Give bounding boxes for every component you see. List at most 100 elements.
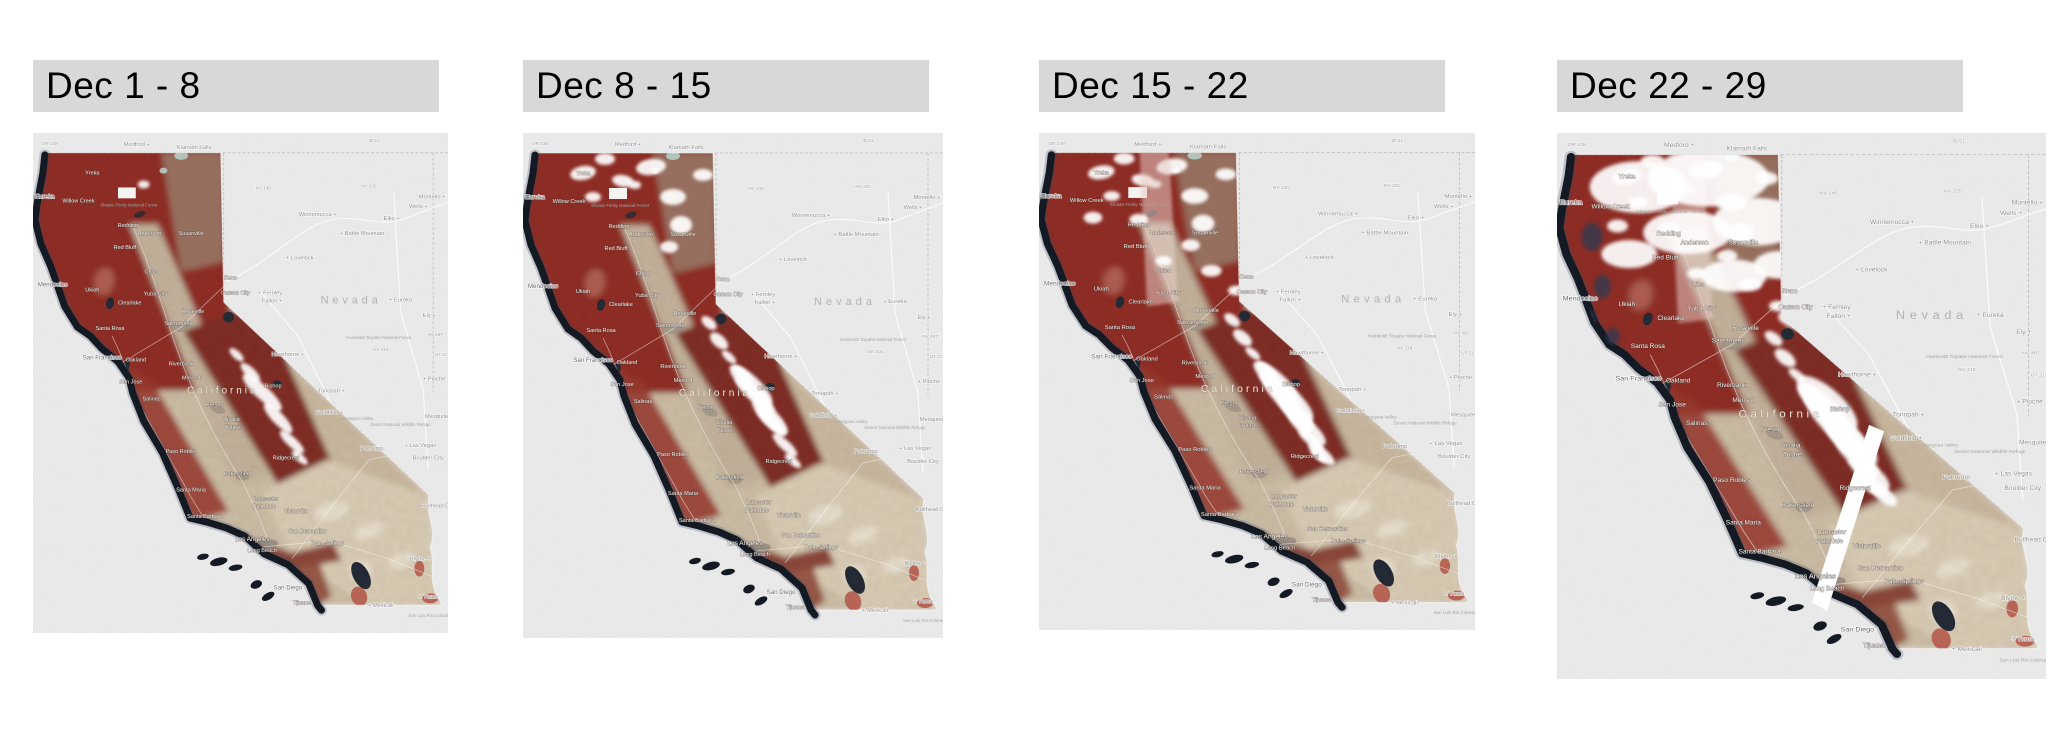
map-label: UT 21 <box>2031 372 2046 378</box>
map-label: Elko + <box>1407 216 1424 222</box>
map-label: Santa Maria <box>1189 485 1221 491</box>
satellite-map[interactable]: Medford + Klamath Falls OR 238 ID 51 NV 140 N… <box>1039 133 1475 630</box>
map-label: Visalia <box>716 420 733 426</box>
map-label: + Eureka <box>1977 312 2005 319</box>
map-label: San Bernardino <box>782 533 821 539</box>
map-label: Tulare <box>225 425 240 431</box>
map-label: Mendocino <box>38 281 69 288</box>
map-label: UT 21 <box>930 354 943 359</box>
map-label: Santa Barbara <box>187 514 223 520</box>
map-label: Red Bluff <box>1124 244 1148 250</box>
map-label: Boulder City <box>907 459 939 465</box>
map-label: NV 225 <box>855 184 871 189</box>
map-label: NV 318 <box>1958 367 1976 373</box>
map-label: Riverbank <box>1717 382 1747 389</box>
map-label: + Pioche <box>423 377 445 383</box>
map-label: Bullhead City <box>916 507 943 513</box>
map-label: Chico <box>1156 269 1171 275</box>
map-label: NV 487 <box>922 334 938 339</box>
map-label: Reno <box>1240 275 1254 281</box>
map-label: NV 318 <box>373 347 389 352</box>
map-label: Nevada <box>321 294 382 306</box>
map-label: Visalia <box>1239 415 1257 421</box>
map-label: Merced <box>674 378 693 384</box>
map-label: Willow Creek <box>1592 204 1631 211</box>
map-label: Palmdale <box>1270 502 1294 508</box>
panel-title: Dec 22 - 29 <box>1570 65 1767 106</box>
map-label: Tijuana <box>293 600 312 606</box>
map-label: Winnemucca + <box>1870 219 1915 226</box>
map-label: OR 238 <box>1048 141 1065 146</box>
map-label: + Mexicali <box>1952 646 1982 653</box>
map-label: Santa Maria <box>668 491 699 497</box>
map-label: ID 51 <box>1391 138 1403 143</box>
map-labels: Medford + Klamath Falls OR 238 ID 51 NV 140 N… <box>525 138 943 623</box>
map-label: Hawthorne + <box>1290 351 1325 357</box>
map-label: Humboldt Toiyabe National Forest <box>346 335 412 340</box>
map-label: Long Beach <box>248 548 277 554</box>
map-label: Oakland <box>1666 378 1691 385</box>
map-label: Nevada <box>814 296 876 308</box>
map-label: Hawthorne + <box>764 354 798 360</box>
map-label: Los Angeles <box>235 536 269 543</box>
map-label: Lancaster <box>747 500 772 506</box>
map-label: Palmdale <box>745 508 768 514</box>
panel-title: Dec 1 - 8 <box>46 65 201 106</box>
map-label: + Fernley <box>258 290 282 296</box>
map-label: Fresno <box>698 405 715 411</box>
map-label: + Lovelock <box>779 257 807 263</box>
map-label: Visalia <box>224 417 241 423</box>
map-label: Winnemucca + <box>1318 212 1359 218</box>
map-label: Clearlake <box>609 302 633 308</box>
map-label: Bakersfield <box>1782 502 1815 509</box>
map-label: San Francisco <box>83 355 123 362</box>
map-label: Eureka <box>525 194 545 201</box>
map-label: Montello + <box>2012 200 2043 207</box>
snow-cover <box>137 180 308 465</box>
map-label: Reno <box>224 276 237 282</box>
map-label: Clearlake <box>118 300 141 306</box>
map-label: Mesquite + <box>920 417 943 423</box>
satellite-map[interactable]: Medford + Klamath Falls OR 238 ID 51 NV 140 N… <box>523 133 943 638</box>
map-label: Fallon + <box>755 300 776 306</box>
map-label: Bishop <box>265 383 282 389</box>
map-label: + Las Vegas <box>1995 471 2033 478</box>
map-label: San Francisco <box>1615 376 1661 383</box>
satellite-map[interactable]: Medford + Klamath Falls OR 238 ID 51 NV 140 N… <box>33 133 448 633</box>
map-label: San Bernardino <box>1858 565 1904 572</box>
map-label: Anderson <box>1149 230 1174 236</box>
map-label: San Jose <box>1659 402 1687 409</box>
map-label: OR 238 <box>532 141 548 146</box>
map-label: Lancaster <box>1817 529 1846 536</box>
map-label: Goldfield + <box>1336 409 1366 415</box>
map-label: Salinas <box>143 396 161 402</box>
map-label: Susanville <box>1192 230 1218 236</box>
channel-islands <box>1750 592 1842 645</box>
map-label: + Lovelock <box>286 256 314 262</box>
map-label: San Bernardino <box>1307 527 1347 533</box>
map-label: Sacramento <box>1712 338 1748 345</box>
map-label: Susanville <box>179 231 204 237</box>
map-label: NV 225 <box>1944 189 1962 195</box>
map-label: Medford + <box>615 142 642 148</box>
map-label: Ridgecrest <box>1291 454 1319 460</box>
map-label: Boulder City <box>2004 485 2041 492</box>
map-label: Anderson <box>1680 240 1708 247</box>
map-label: Red Bluff <box>114 245 137 251</box>
map-label: Merced <box>1732 397 1754 404</box>
map-label: + Las Vegas <box>1429 441 1462 447</box>
map-label: Winnemucca + <box>792 213 831 219</box>
map-label: Palmdale <box>253 504 276 510</box>
map-label: Desert National Wildlife Refuge <box>370 422 431 427</box>
map-label: California <box>1201 384 1276 395</box>
satellite-map[interactable]: Medford + Klamath Falls OR 238 ID 51 NV 140 N… <box>1557 133 2046 679</box>
panel-header: Dec 22 - 29 <box>1557 60 1963 112</box>
map-label: San Diego <box>1292 582 1323 589</box>
map-label: Elko + <box>384 216 401 222</box>
map-label: San Luis Rio Colorado <box>1434 610 1475 615</box>
channel-islands <box>197 553 275 601</box>
map-label: + Fernley <box>1276 290 1301 296</box>
map-label: Mendocino <box>528 283 559 290</box>
map-label: Willow Creek <box>62 198 94 204</box>
map-label: Ukiah <box>1094 287 1109 293</box>
